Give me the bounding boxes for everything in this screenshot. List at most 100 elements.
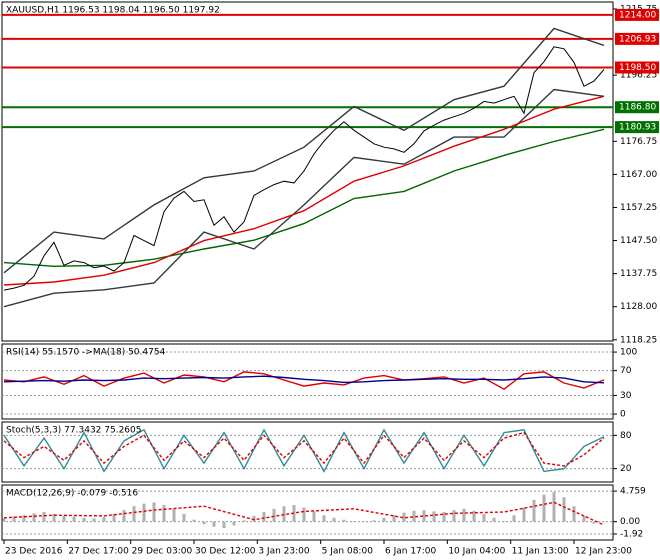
series-line — [3, 375, 605, 384]
histogram-bar — [52, 513, 56, 522]
histogram-bar — [72, 516, 76, 522]
histogram-bar — [82, 517, 86, 522]
x-tick-label: 12 Jan 23:00 — [575, 547, 632, 557]
histogram-bar — [312, 511, 316, 522]
histogram-bar — [382, 517, 386, 522]
histogram-bar — [342, 519, 346, 522]
x-tick-label: 11 Jan 13:00 — [512, 547, 569, 557]
y-tick-label: 30 — [620, 391, 632, 401]
level-label: 1214.00 — [619, 10, 656, 20]
histogram-bar — [332, 517, 336, 522]
y-tick-label: 4.759 — [620, 487, 646, 497]
level-label: 1198.50 — [619, 63, 656, 73]
histogram-bar — [422, 510, 426, 522]
series-line — [3, 501, 605, 526]
histogram-bar — [562, 497, 566, 522]
y-tick-label: 1137.75 — [620, 269, 657, 279]
y-tick-label: 80 — [620, 431, 632, 441]
histogram-bar — [412, 510, 416, 522]
y-tick-label: 1128.00 — [620, 302, 657, 312]
histogram-bar — [232, 521, 236, 526]
panel-header: MACD(12,26,9) -0.079 -0.516 — [6, 489, 138, 499]
histogram-bar — [442, 512, 446, 522]
histogram-bar — [32, 513, 36, 522]
histogram-bar — [462, 508, 466, 522]
histogram-bar — [512, 515, 516, 522]
series-line — [3, 46, 605, 291]
panel-header: RSI(14) 55.1570 ->MA(18) 50.4754 — [6, 348, 166, 358]
x-tick-label: 6 Jan 17:00 — [385, 547, 437, 557]
histogram-bar — [492, 517, 496, 522]
histogram-bar — [582, 515, 586, 522]
histogram-bar — [572, 506, 576, 522]
panel-frame — [1, 421, 614, 483]
x-tick-label: 5 Jan 08:00 — [322, 547, 374, 557]
series-line — [3, 371, 605, 391]
y-tick-label: 100 — [620, 348, 637, 358]
histogram-bar — [552, 492, 556, 522]
histogram-bar — [222, 521, 226, 529]
y-tick-label: 1157.25 — [620, 203, 657, 213]
histogram-bar — [2, 518, 6, 522]
series-line — [3, 431, 605, 467]
level-box — [615, 101, 659, 114]
histogram-bar — [432, 511, 436, 522]
histogram-bar — [182, 513, 186, 522]
y-tick-label: 1147.50 — [620, 236, 657, 246]
histogram-bar — [242, 520, 246, 522]
x-tick-label: 30 Dec 12:00 — [195, 547, 256, 557]
y-tick-label: 1118.25 — [620, 335, 657, 345]
panel-frame — [1, 1, 614, 342]
histogram-bar — [252, 515, 256, 522]
level-box — [615, 32, 659, 45]
histogram-bar — [282, 506, 286, 522]
series-line — [3, 428, 605, 473]
y-tick-label: 0.00 — [620, 517, 640, 527]
histogram-bar — [202, 521, 206, 525]
histogram-bar — [482, 513, 486, 522]
histogram-bar — [302, 507, 306, 522]
histogram-bar — [272, 508, 276, 522]
histogram-bar — [522, 507, 526, 522]
histogram-bar — [362, 521, 366, 523]
histogram-bar — [532, 499, 536, 522]
histogram-bar — [392, 515, 396, 522]
y-tick-label: 0 — [620, 410, 626, 420]
histogram-bar — [212, 521, 216, 527]
y-tick-label: -1.92 — [620, 529, 643, 539]
level-label: 1206.93 — [619, 34, 656, 44]
histogram-bar — [352, 521, 356, 522]
series-line — [3, 95, 605, 286]
histogram-bar — [142, 503, 146, 522]
y-tick-label: 1196.25 — [620, 71, 657, 81]
panel-header: XAUUSD,H1 1196.53 1198.04 1196.50 1197.9… — [6, 6, 220, 16]
level-label: 1180.93 — [619, 123, 656, 133]
panel-frame — [1, 343, 614, 420]
histogram-bar — [322, 515, 326, 522]
histogram-bar — [112, 513, 116, 522]
histogram-bar — [172, 508, 176, 522]
x-tick-label: 10 Jan 04:00 — [448, 547, 505, 557]
histogram-bar — [262, 512, 266, 522]
x-tick-label: 23 Dec 2016 — [5, 547, 63, 557]
level-box — [615, 61, 659, 74]
histogram-bar — [472, 510, 476, 522]
histogram-bar — [502, 521, 506, 522]
histogram-bar — [42, 512, 46, 522]
histogram-bar — [162, 504, 166, 522]
series-line — [3, 128, 605, 268]
panel-frame — [1, 484, 614, 541]
histogram-bar — [92, 518, 96, 522]
histogram-bar — [132, 506, 136, 522]
histogram-bar — [122, 510, 126, 522]
histogram-bar — [192, 519, 196, 522]
histogram-bar — [22, 515, 26, 522]
series-line — [3, 88, 605, 308]
x-tick-label: 29 Dec 03:00 — [132, 547, 193, 557]
level-box — [615, 121, 659, 134]
histogram-bar — [12, 516, 16, 522]
histogram-bar — [102, 517, 106, 522]
histogram-bar — [452, 510, 456, 522]
